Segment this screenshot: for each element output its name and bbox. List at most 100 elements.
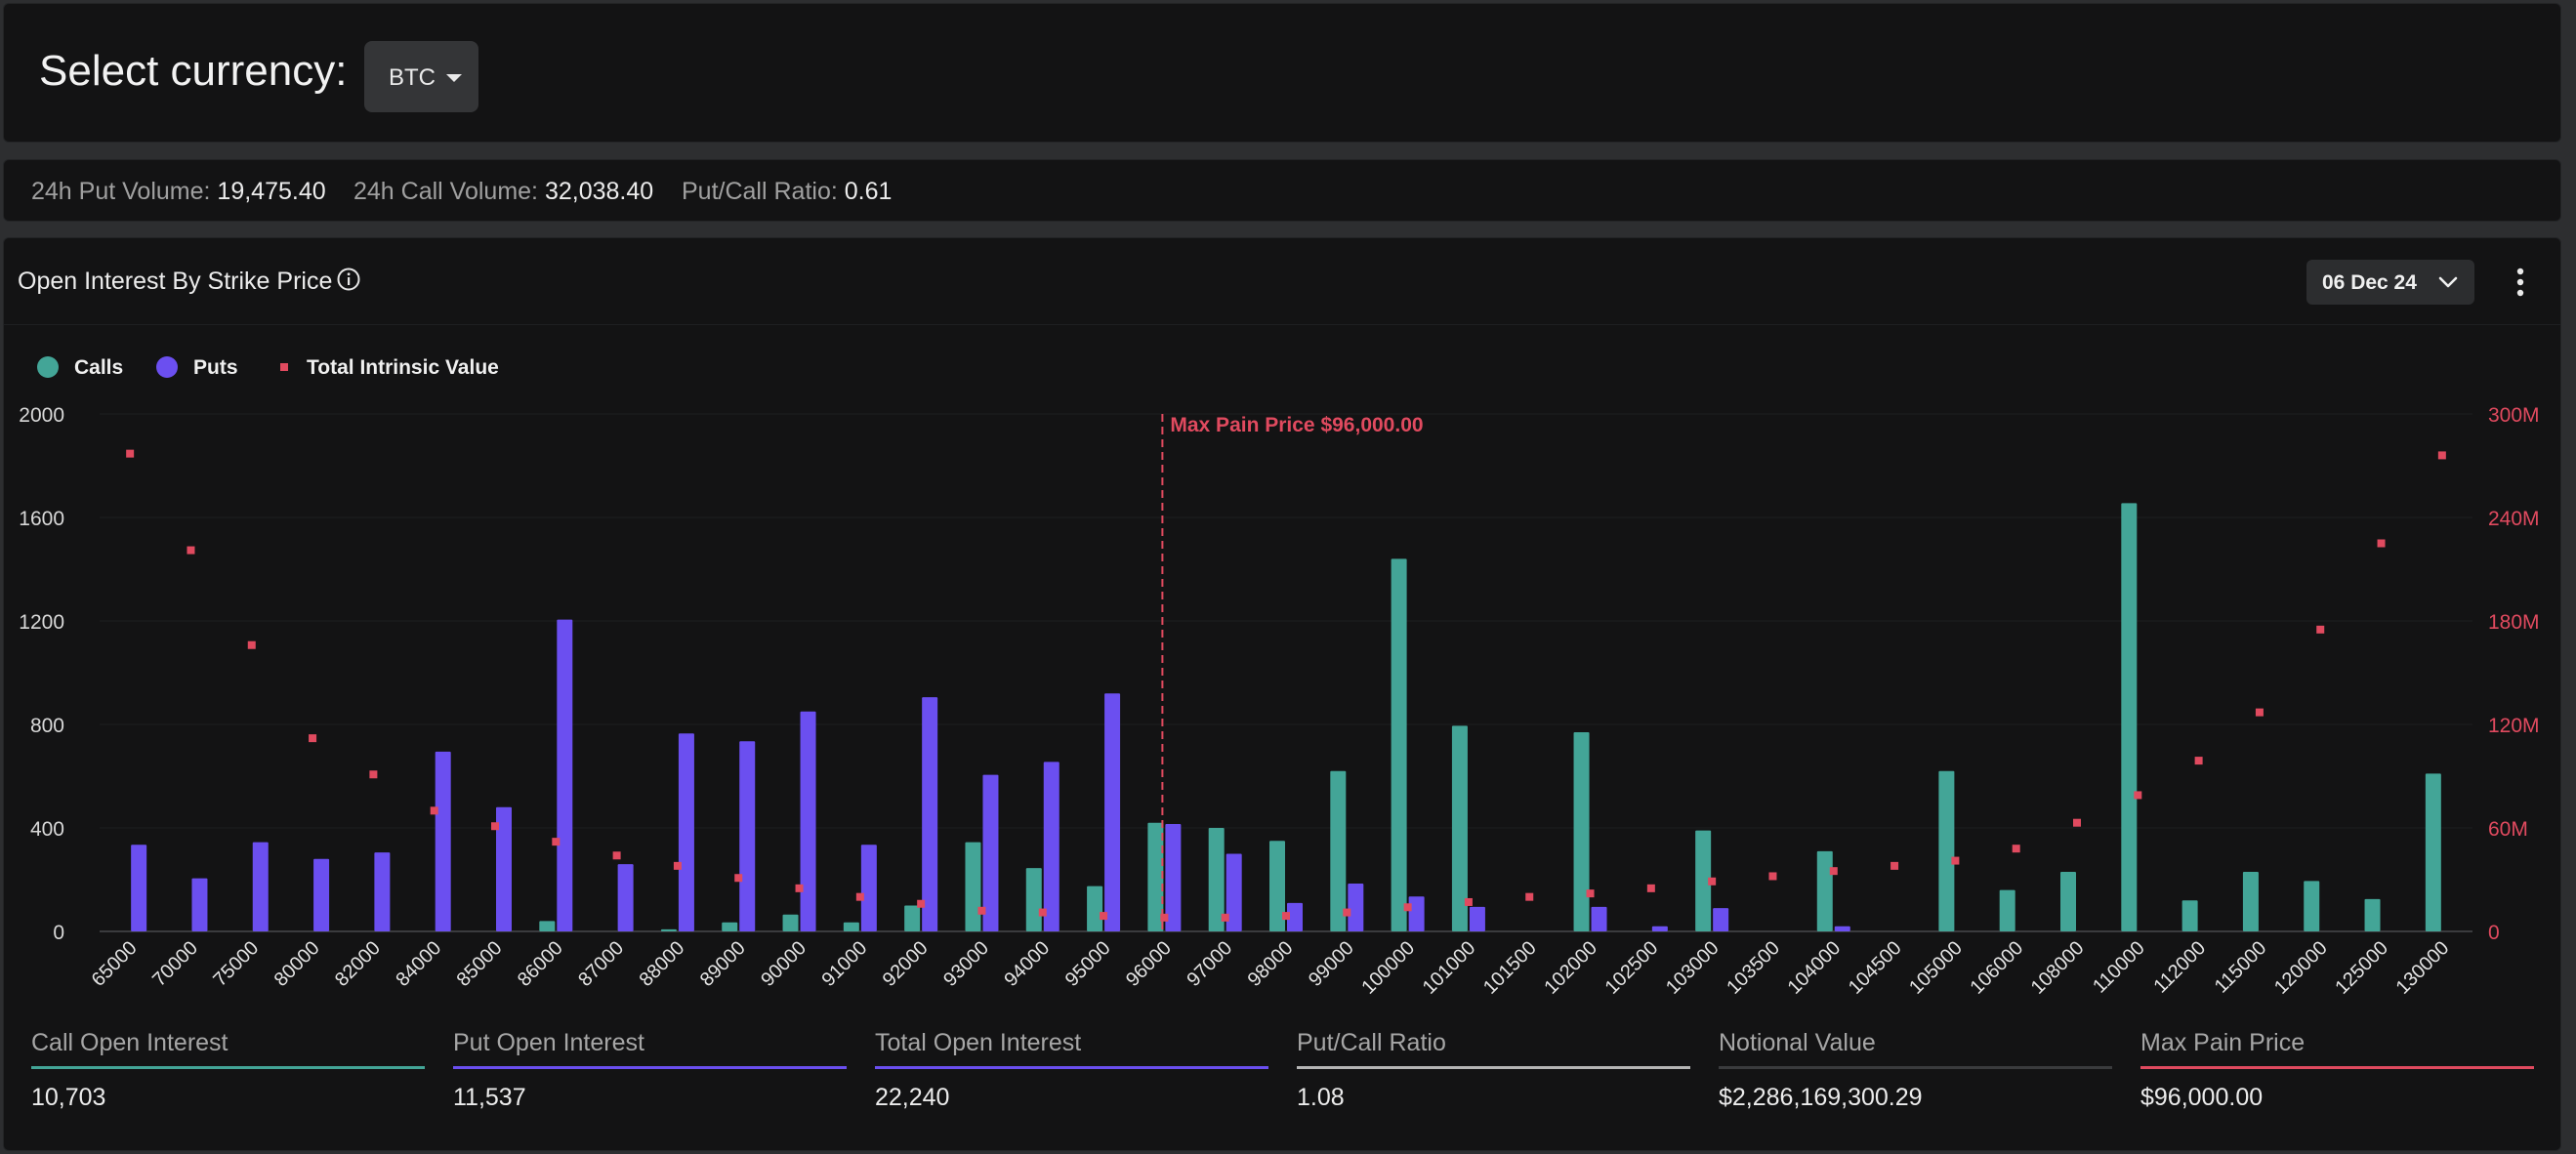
legend-puts-label: Puts [193, 356, 238, 379]
intrinsic-value-point [734, 874, 743, 883]
chevron-down-icon [2438, 276, 2458, 288]
legend-calls[interactable]: Calls [37, 353, 135, 383]
intrinsic-value-point [2255, 708, 2264, 717]
y-right-tick-label: 180M [2488, 611, 2540, 634]
intrinsic-value-point [1768, 872, 1777, 881]
chart-title: Open Interest By Strike Price [18, 268, 333, 295]
intrinsic-value-point [977, 906, 986, 915]
y-right-tick-label: 300M [2488, 404, 2540, 427]
y-left-tick-label: 400 [30, 818, 64, 841]
intrinsic-value-point [2073, 818, 2081, 827]
calls-bar [539, 921, 556, 931]
x-tick-label: 108000 [2027, 937, 2089, 999]
metric-value: $96,000.00 [2140, 1084, 2264, 1111]
x-tick-label: 89000 [696, 937, 750, 991]
puts-bar [496, 806, 512, 931]
metric-label: Max Pain Price [2140, 1029, 2306, 1056]
puts-bar [678, 733, 694, 931]
put-call-ratio-stat: Put/Call Ratio: 0.61 [682, 178, 892, 206]
y-left-tick-label: 0 [53, 922, 64, 944]
metric-label: Notional Value [1719, 1029, 1876, 1056]
calls-bar [1938, 770, 1955, 931]
put-volume-stat: 24h Put Volume: 19,475.40 [31, 178, 326, 206]
metric-value: 22,240 [875, 1084, 950, 1111]
puts-bar [982, 774, 999, 931]
intrinsic-value-point [1403, 903, 1412, 912]
intrinsic-swatch [280, 363, 288, 371]
puts-bar [1408, 896, 1425, 931]
y-left-tick-label: 1600 [19, 508, 64, 530]
x-tick-label: 104000 [1784, 937, 1846, 999]
puts-bar [617, 864, 634, 931]
intrinsic-value-point [1100, 912, 1108, 921]
x-tick-label: 92000 [879, 937, 933, 991]
puts-swatch [156, 356, 178, 378]
calls-bar [1147, 822, 1164, 931]
max-pain-label: Max Pain Price $96,000.00 [1170, 414, 1423, 436]
metric-underline [453, 1066, 847, 1069]
intrinsic-value-point [2012, 845, 2020, 853]
currency-dropdown[interactable]: BTC [364, 41, 478, 112]
intrinsic-value-point [1343, 908, 1351, 917]
y-right-tick-label: 0 [2488, 922, 2500, 944]
intrinsic-value-point [2194, 757, 2203, 765]
expiry-date-dropdown[interactable]: 06 Dec 24 [2306, 260, 2474, 305]
intrinsic-value-point [795, 884, 804, 892]
calls-bar [965, 842, 981, 931]
puts-bar [800, 711, 816, 931]
x-tick-label: 105000 [1905, 937, 1967, 999]
metric-value: 11,537 [453, 1084, 526, 1111]
puts-bar [1287, 902, 1303, 931]
x-tick-label: 85000 [453, 937, 507, 991]
intrinsic-value-point [1951, 856, 1960, 865]
legend-intrinsic[interactable]: Total Intrinsic Value [277, 353, 512, 383]
calls-bar [1208, 828, 1225, 931]
x-tick-label: 100000 [1357, 937, 1419, 999]
metric-call-open-interest: Call Open Interest 10,703 [31, 1029, 425, 1127]
panel-header-divider [4, 324, 2560, 325]
x-tick-label: 87000 [574, 937, 628, 991]
calls-bar [1999, 889, 2015, 931]
x-tick-label: 94000 [1000, 937, 1054, 991]
more-vertical-icon[interactable] [2506, 260, 2535, 305]
calls-bar [660, 928, 677, 931]
x-tick-label: 82000 [331, 937, 385, 991]
x-tick-label: 80000 [270, 937, 324, 991]
caret-down-icon [446, 74, 462, 82]
metric-value: 1.08 [1297, 1084, 1345, 1111]
intrinsic-value-point [1221, 913, 1229, 922]
call-volume-value: 32,038.40 [544, 178, 654, 205]
put-volume-label: 24h Put Volume: [31, 178, 211, 205]
intrinsic-value-point [2437, 451, 2446, 460]
puts-bar [922, 697, 938, 931]
metric-underline [1719, 1066, 2112, 1069]
metric-underline [31, 1066, 425, 1069]
expiry-date-value: 06 Dec 24 [2322, 271, 2417, 294]
currency-panel: Select currency: BTC [3, 3, 2561, 143]
calls-bar [843, 922, 859, 931]
intrinsic-value-point [1282, 912, 1290, 921]
metric-put-call-ratio: Put/Call Ratio 1.08 [1297, 1029, 1690, 1127]
metric-max-pain-price: Max Pain Price $96,000.00 [2140, 1029, 2534, 1127]
info-icon[interactable] [336, 267, 361, 292]
metric-label: Put/Call Ratio [1297, 1029, 1446, 1056]
puts-bar [313, 858, 330, 931]
y-left-tick-label: 800 [30, 715, 64, 737]
calls-bar [1269, 841, 1285, 931]
calls-bar [2425, 773, 2441, 931]
metric-notional-value: Notional Value $2,286,169,300.29 [1719, 1029, 2112, 1127]
intrinsic-value-point [187, 546, 195, 555]
puts-bar [435, 751, 451, 931]
puts-bar [1043, 762, 1059, 931]
puts-bar [374, 852, 391, 931]
x-tick-label: 91000 [817, 937, 871, 991]
legend-puts[interactable]: Puts [156, 353, 254, 383]
intrinsic-value-point [917, 899, 926, 908]
intrinsic-value-point [491, 822, 499, 831]
call-volume-label: 24h Call Volume: [353, 178, 539, 205]
intrinsic-value-point [855, 892, 864, 901]
metric-put-open-interest: Put Open Interest 11,537 [453, 1029, 847, 1127]
metric-label: Call Open Interest [31, 1029, 229, 1056]
call-volume-stat: 24h Call Volume: 32,038.40 [353, 178, 653, 206]
select-currency-label: Select currency: [39, 47, 348, 95]
